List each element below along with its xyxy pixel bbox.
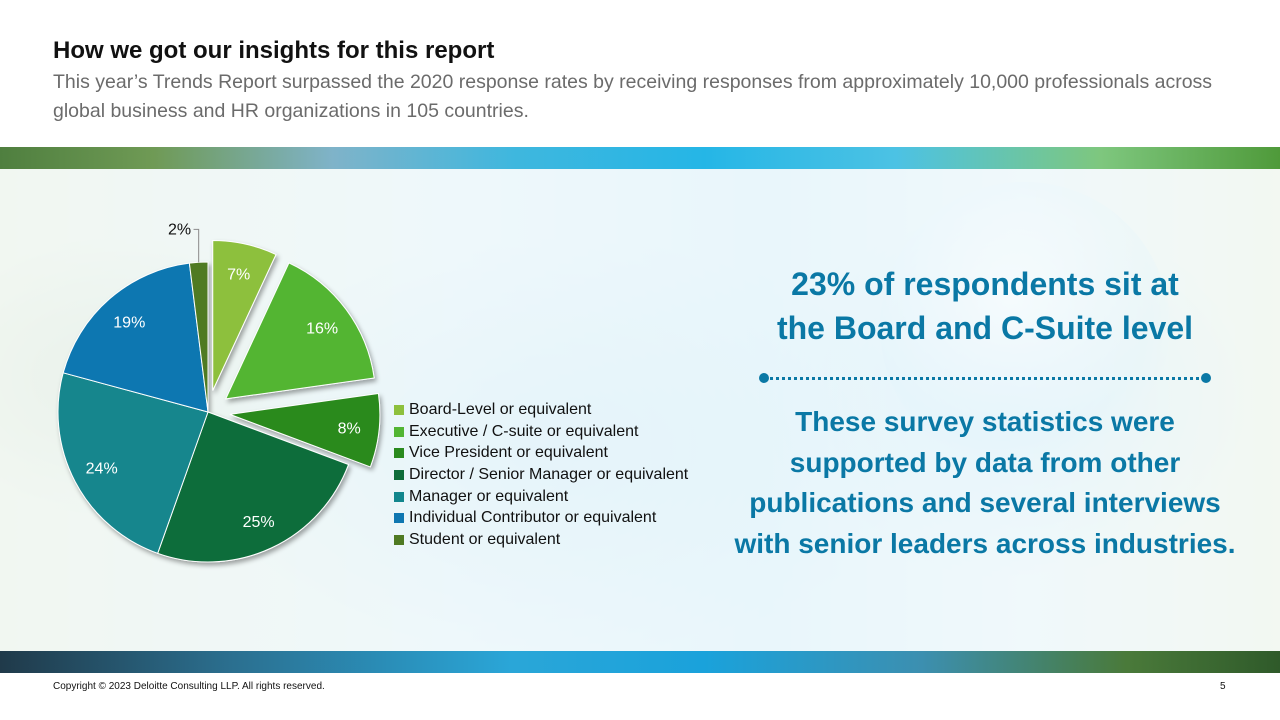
pie-slice-board-level-or-equivalent [212,240,277,391]
slide-subtitle: This year’s Trends Report surpassed the … [53,71,1213,122]
legend-swatch [394,426,404,437]
divider-dot [759,373,769,383]
callout-headline-line: the Board and C-Suite level [776,310,1194,346]
pie-data-label: 16% [306,320,338,337]
legend-label: Student or equivalent [409,530,561,548]
legend-item: Individual Contributor or equivalent [394,507,688,529]
legend-item: Director / Senior Manager or equivalent [394,464,688,486]
legend-item: Student or equivalent [394,529,688,551]
callout-body: These survey statistics were supported b… [730,402,1240,564]
legend-swatch [394,404,404,415]
callout-headline: 23% of respondents sit at the Board and … [730,262,1240,350]
pie-slices [57,240,381,563]
legend-swatch [394,448,404,459]
pie-data-label: 25% [243,514,275,531]
legend-label: Individual Contributor or equivalent [409,509,657,527]
legend-item: Board-Level or equivalent [394,399,688,421]
legend-swatch [394,513,404,524]
legend-item: Executive / C-suite or equivalent [394,421,688,443]
legend-label: Director / Senior Manager or equivalent [409,465,689,483]
pie-data-label: 2% [168,221,191,238]
callout-body-line: publications and several interviews [749,487,1221,518]
banner-top-strip [0,147,1280,169]
banner-background [0,147,1280,673]
callout-body-line: These survey statistics were [795,406,1175,437]
legend-label: Executive / C-suite or equivalent [409,422,639,440]
pie-slice-individual-contributor-or-equivalent [62,262,209,413]
pie-slice-executive-c-suite-or-equivalent [224,262,375,400]
pie-slice-vice-president-or-equivalent [229,392,381,468]
pie-data-label: 19% [113,314,145,331]
divider-dot [1201,373,1211,383]
slide-header: How we got our insights for this report … [53,36,1233,126]
legend-swatch [394,491,404,502]
legend-item: Manager or equivalent [394,486,688,508]
legend-label: Board-Level or equivalent [409,400,592,418]
callout-body-line: with senior leaders across industries. [734,527,1236,559]
legend-label: Manager or equivalent [409,487,569,505]
page-number: 5 [1220,681,1226,692]
pie-leader-line [193,228,200,263]
pie-data-label: 24% [86,461,118,478]
legend-swatch [394,534,404,545]
legend-item: Vice President or equivalent [394,442,688,464]
slide-title: How we got our insights for this report [53,37,495,64]
legend-label: Vice President or equivalent [409,444,608,462]
pie-labels: 7% 16% 8% 25% 24% 19% 2% [86,221,361,530]
dotted-divider [759,372,1211,384]
copyright-notice: Copyright © 2023 Deloitte Consulting LLP… [53,681,325,692]
pie-data-label: 7% [227,266,250,283]
pie-slice-director-senior-manager-or-equivalent [157,411,350,563]
insight-callout: 23% of respondents sit at the Board and … [730,262,1240,564]
pie-data-label: 8% [338,420,361,437]
banner-bottom-strip [0,651,1280,673]
legend-swatch [394,469,404,480]
divider-line [765,377,1205,380]
pie-slice-manager-or-equivalent [57,372,209,554]
callout-headline-line: 23% of respondents sit at [791,266,1179,302]
callout-body-line: supported by data from other [789,446,1181,478]
pie-slice-student-or-equivalent [188,261,209,413]
chart-legend: Board-Level or equivalent Executive / C-s… [394,399,688,551]
